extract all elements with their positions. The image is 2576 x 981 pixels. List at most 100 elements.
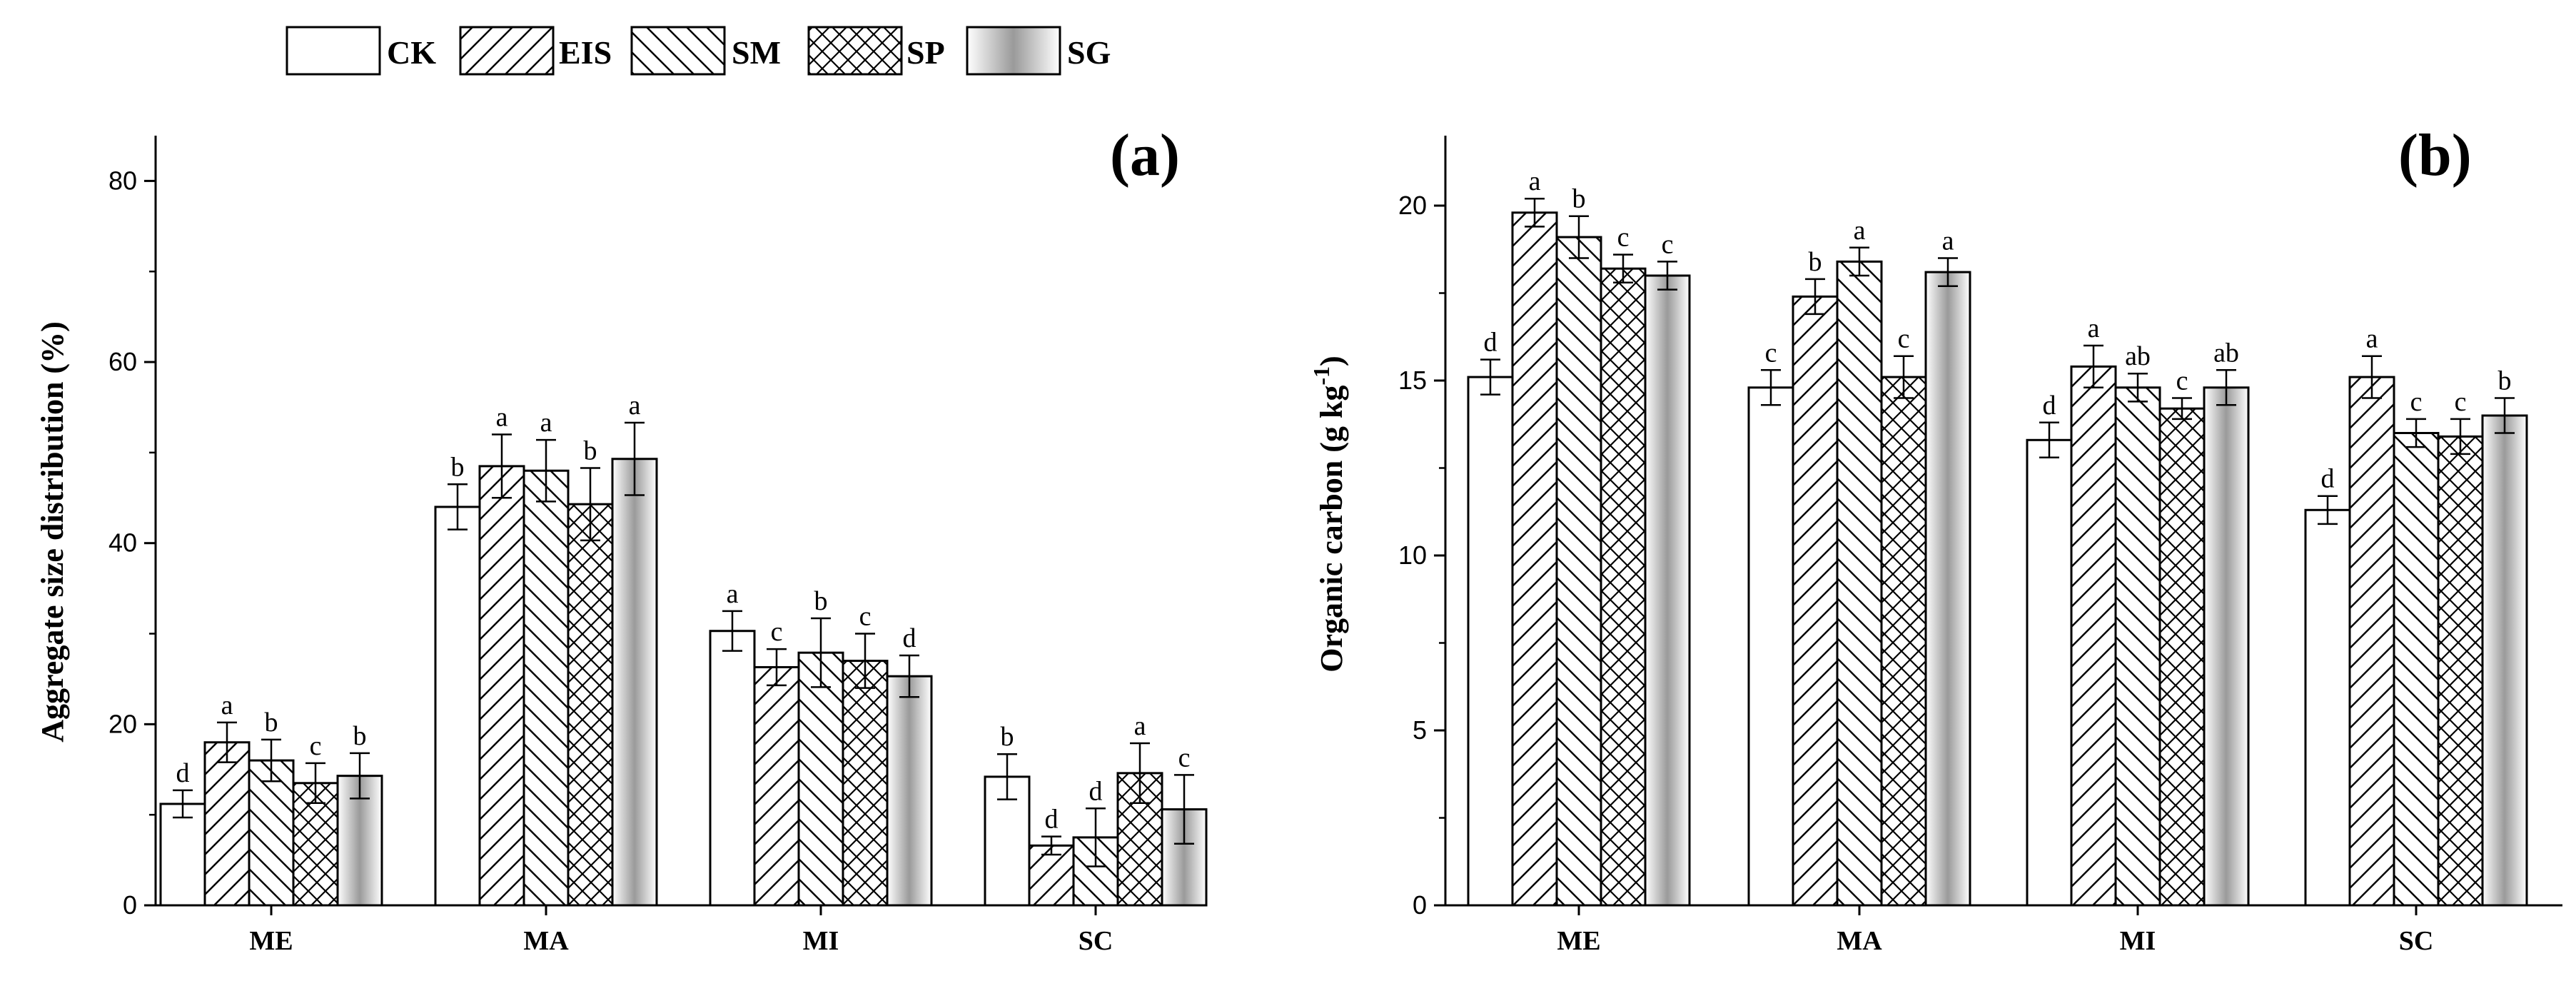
legend-item-eis: EIS [459, 26, 612, 76]
panel-a-bar-ma-sg [611, 458, 658, 907]
panel-b-errorbar-me-sm [1569, 215, 1589, 259]
panel-a-errorbar-me-sp [305, 762, 325, 804]
panel-b-sig-letter-ma-sp: c [1898, 324, 1910, 354]
panel-b-sig-letter-sc-sg: b [2498, 366, 2512, 396]
legend-label-sp: SP [906, 34, 945, 71]
panel-b-bar-ma-eis [1792, 295, 1839, 907]
panel-b-y-axis-title: Organic carbon (g kg-1) [1308, 356, 1349, 672]
panel-b-sig-letter-me-sm: b [1572, 184, 1586, 214]
panel-a-bar-mi-sp [842, 660, 889, 907]
panel-a-bar-mi-ck [709, 630, 756, 907]
panel-b-errorbar-mi-sg [2216, 369, 2236, 406]
panel-b-errorbar-me-eis [1525, 197, 1545, 228]
panel-a-x-tick-label-sc: SC [1079, 926, 1113, 956]
legend-swatch-eis [459, 26, 555, 76]
panel-a-errorbar-mi-sm [811, 617, 831, 688]
panel-b-sig-letter-mi-sg: ab [2213, 338, 2239, 368]
panel-a-errorbar-ma-sm [536, 438, 556, 503]
panel-a-sig-letter-me-sm: b [265, 708, 278, 738]
panel-b-bar-sc-ck [2304, 508, 2351, 907]
panel-a-sig-letter-ma-sp: b [584, 436, 597, 466]
panel-b-y-tick-label: 10 [1398, 540, 1427, 570]
panel-a-bar-me-eis [203, 741, 251, 907]
panel-a-sig-letter-sc-eis: d [1045, 805, 1059, 835]
panel-b-bar-ma-sp [1880, 376, 1927, 907]
legend-swatch-sm [630, 26, 726, 76]
panel-a-y-tick-label: 0 [123, 890, 137, 920]
panel-a-x-tick-label-ma: MA [523, 926, 569, 956]
legend-label-eis: EIS [559, 34, 612, 71]
panel-b-bar-me-eis [1511, 211, 1558, 907]
panel-a-bar-ma-sp [567, 503, 614, 907]
panel-a-errorbar-ma-eis [492, 433, 512, 499]
panel-a-x-tick-label-mi: MI [803, 926, 839, 956]
panel-b-x-tick-label-mi: MI [2120, 926, 2156, 956]
legend-label-sg: SG [1067, 34, 1111, 71]
panel-b-y-axis-title-end: ) [1314, 356, 1349, 366]
panel-a-errorbar-sc-ck [997, 753, 1017, 800]
panel-b-errorbar-me-sg [1657, 261, 1677, 291]
panel-a-x-tick-label-me: ME [249, 926, 293, 956]
panel-b-errorbar-me-sp [1613, 253, 1633, 284]
panel-a-sig-letter-ma-sm: a [540, 408, 552, 438]
panel-a-y-tick-label: 40 [108, 528, 137, 558]
panel-a-bar-ma-sm [522, 469, 570, 907]
panel-b-bar-sc-sm [2393, 432, 2440, 907]
panel-a-errorbar-mi-eis [767, 648, 787, 687]
panel-b-errorbar-sc-eis [2362, 355, 2382, 399]
panel-b-bar-me-ck [1467, 376, 1514, 907]
panel-b-label: (b) [2398, 122, 2472, 188]
panel-b-sig-letter-sc-sp: c [2455, 387, 2467, 417]
panel-a-errorbar-ma-ck [448, 483, 468, 530]
panel-b-bar-me-sg [1644, 274, 1691, 907]
panel-b-errorbar-ma-eis [1805, 278, 1825, 316]
panel-a-errorbar-mi-sp [855, 633, 875, 689]
panel-a-sig-letter-mi-sm: b [814, 586, 828, 616]
panel-b-sig-letter-mi-eis: a [2088, 313, 2100, 343]
panel-b-sig-letter-ma-eis: b [1809, 247, 1822, 277]
legend-label-sm: SM [732, 34, 781, 71]
panel-b-sig-letter-mi-ck: d [2043, 391, 2056, 421]
legend-item-sp: SP [807, 26, 945, 76]
legend-swatch-ck [286, 26, 381, 76]
panel-b-bar-ma-sm [1836, 260, 1883, 907]
legend-item-sm: SM [630, 26, 781, 76]
panel-a-sig-letter-ma-ck: b [451, 452, 465, 482]
panel-b-sig-letter-sc-ck: d [2321, 464, 2335, 494]
panel-a-errorbar-sc-sg [1174, 774, 1194, 845]
panel-a-sig-letter-me-sp: c [310, 731, 322, 761]
panel-a-sig-letter-mi-eis: c [771, 617, 783, 647]
panel-b-bar-sc-sp [2437, 435, 2484, 907]
panel-b-sig-letter-me-eis: a [1529, 166, 1541, 196]
panel-b-sig-letter-ma-sm: a [1854, 216, 1866, 246]
panel-a-errorbar-me-eis [217, 721, 237, 763]
panel-a-y-tick-label: 80 [108, 166, 137, 195]
panel-a-label: (a) [1110, 122, 1180, 188]
panel-b-y-tick-label: 5 [1413, 715, 1427, 745]
panel-a-y-tick-label: 20 [108, 709, 137, 738]
panel-a-bar-mi-sm [797, 651, 844, 907]
legend-item-ck: CK [286, 26, 436, 76]
panel-b-sig-letter-sc-eis: a [2366, 324, 2378, 354]
panel-b-y-tick-label: 0 [1413, 890, 1427, 920]
panel-a-sig-letter-mi-ck: a [727, 579, 739, 609]
panel-b-errorbar-mi-sm [2128, 372, 2148, 403]
panel-a-errorbar-sc-sm [1086, 808, 1106, 867]
panel-a-bar-ma-eis [478, 465, 525, 907]
panel-b-sig-letter-mi-sm: ab [2125, 341, 2151, 371]
panel-b-sig-letter-me-sp: c [1617, 223, 1630, 253]
panel-b-bar-mi-sp [2158, 407, 2206, 907]
panel-b-x-tick-label-me: ME [1557, 926, 1600, 956]
panel-b-errorbar-ma-sp [1894, 355, 1914, 399]
panel-b-errorbar-sc-sm [2406, 418, 2426, 448]
panel-a-errorbar-ma-sp [580, 467, 600, 542]
panel-b-bar-ma-ck [1747, 386, 1794, 907]
panel-b-sig-letter-ma-sg: a [1942, 226, 1954, 256]
legend-label-ck: CK [387, 34, 436, 71]
panel-a-bar-ma-ck [434, 505, 481, 907]
panel-a-bar-mi-eis [753, 665, 800, 907]
panel-a-errorbar-sc-eis [1041, 835, 1061, 856]
